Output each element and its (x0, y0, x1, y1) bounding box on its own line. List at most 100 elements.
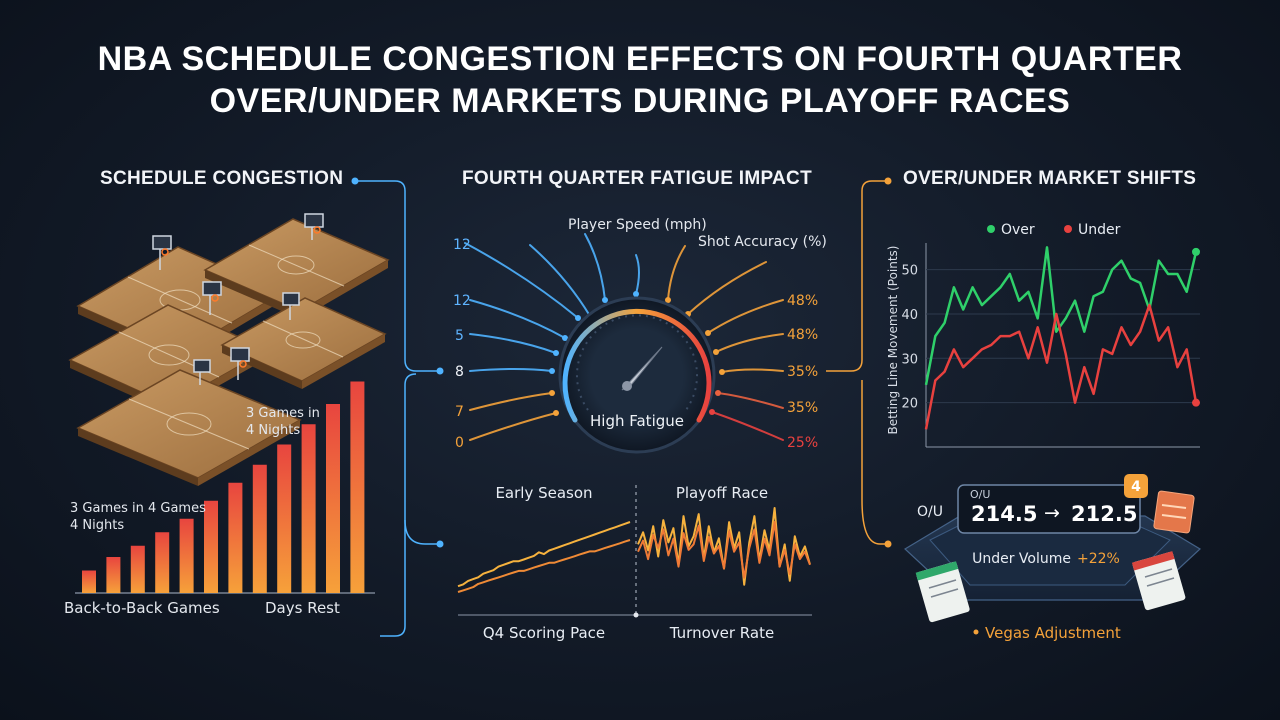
pace-panel: Early Season Playoff Race Q4 Scoring Pac… (457, 484, 812, 642)
ou-line-to: 212.5 (1071, 502, 1137, 526)
gauge-ring (562, 308, 712, 423)
gauge-left-value: 12 (453, 293, 471, 309)
line-chart-y-label: Betting Line Movement (Points) (886, 245, 900, 434)
connector-dot (351, 177, 359, 185)
gauge-spoke-dot (549, 368, 555, 374)
court-tile (76, 369, 302, 486)
pace-line (457, 521, 631, 588)
gauge-spoke-dot (715, 390, 721, 396)
connector-right-bottom (861, 380, 888, 545)
label-q4-scoring-pace: Q4 Scoring Pace (483, 624, 605, 642)
gauge-spoke (469, 412, 557, 441)
vegas-adjustment-label: Vegas Adjustment (985, 624, 1121, 642)
pace-line (457, 539, 631, 593)
vegas-bullet (973, 629, 979, 635)
gauge-spoke (687, 261, 767, 315)
over-series-line (924, 246, 1198, 386)
bar (155, 532, 170, 593)
legend-over-dot (987, 225, 995, 233)
gauge-spoke (711, 411, 784, 441)
gauge-spoke (667, 245, 686, 301)
gauge-spoke-dot (602, 297, 608, 303)
under-series-endpoint (1192, 398, 1200, 407)
gauge-hub (622, 381, 632, 391)
bar (252, 464, 267, 593)
connector-dot (884, 540, 892, 548)
label-playoff-race: Playoff Race (676, 484, 768, 502)
shot-accuracy-label: Shot Accuracy (%) (698, 234, 827, 250)
bar (106, 557, 121, 593)
gauge-spoke (469, 333, 557, 354)
title-line-2: OVER/UNDER MARKETS DURING PLAYOFF RACES (209, 82, 1071, 120)
page-title: NBA SCHEDULE CONGESTION EFFECTS ON FOURT… (0, 38, 1280, 122)
ou-display (957, 484, 1141, 534)
legend-under-label: Under (1078, 222, 1121, 238)
gauge-spoke (584, 233, 606, 301)
gauge-spoke-dot (549, 390, 555, 396)
gauge-spoke-dot (633, 291, 639, 297)
label-turnover-rate: Turnover Rate (669, 624, 774, 642)
section-head-schedule: SCHEDULE CONGESTION (100, 168, 344, 189)
gauge-left-value: 8 (455, 364, 464, 380)
ou-line-from: 214.5 (971, 502, 1037, 526)
bar (130, 545, 145, 593)
connector-right-top (826, 180, 888, 372)
bar (326, 404, 340, 593)
basketball-courts-illustration (68, 213, 390, 486)
under-volume-label: Under Volume +22% (972, 551, 1120, 567)
gauge-right-value: 48% (787, 327, 818, 343)
alert-badge-icon: 4 (1131, 479, 1141, 495)
under-series-line (924, 303, 1198, 430)
gauge-spoke-dot (665, 297, 671, 303)
gauge-spoke-dot (553, 410, 559, 416)
bars-label: 3 Games in 4 Games 4 Nights (70, 501, 206, 533)
bar (82, 570, 96, 593)
gauge-label: High Fatigue (590, 412, 684, 430)
gauge-spoke (529, 244, 591, 317)
gauge-spoke (721, 368, 784, 373)
x-label-days-rest: Days Rest (265, 599, 340, 617)
congestion-bar-chart (75, 381, 375, 594)
gauge-spoke-dot (553, 350, 559, 356)
connector-dot (884, 177, 892, 185)
line-chart-legend: Over Under (987, 222, 1121, 238)
gauge-spoke (469, 368, 553, 372)
gauge-right-value: 48% (787, 293, 818, 309)
connector-dot (436, 540, 444, 548)
gauge-spoke-dot (562, 335, 568, 341)
label-early-season: Early Season (495, 484, 592, 502)
ticket-icon (915, 561, 970, 623)
over-series-endpoint (1192, 247, 1200, 256)
gauge-spoke-dot (705, 330, 711, 336)
gauge-spoke (715, 333, 784, 353)
pace-divider-dot (633, 612, 639, 618)
player-speed-label: Player Speed (mph) (568, 217, 707, 233)
legend-over-label: Over (1001, 222, 1035, 238)
bar (179, 518, 194, 593)
gauge-right-value: 35% (787, 364, 818, 380)
y-tick-label: 30 (901, 352, 918, 367)
gauge-left-value: 0 (455, 435, 464, 451)
gauge-left-value: 7 (455, 404, 464, 420)
title-line-1: NBA SCHEDULE CONGESTION EFFECTS ON FOURT… (97, 40, 1183, 78)
connector-dot (436, 367, 444, 375)
gauge-spoke-dot (709, 409, 715, 415)
alert-badge (1124, 474, 1148, 498)
gauge-spoke-dot (713, 349, 719, 355)
gauge-right-value: 25% (787, 435, 818, 451)
ou-small-label: O/U (970, 488, 990, 501)
section-head-fatigue: FOURTH QUARTER FATIGUE IMPACT (462, 168, 812, 189)
gauge-spoke (464, 242, 579, 319)
connector-left-top (355, 180, 440, 372)
gauge-spoke (469, 299, 566, 339)
bar (301, 424, 316, 593)
gauge-left-values: 12 12 5 8 7 0 (453, 237, 471, 451)
bar (204, 500, 218, 593)
pace-lines (457, 507, 811, 593)
gauge-right-values: 48% 48% 35% 35% 25% (787, 293, 818, 451)
turnover-line (637, 507, 811, 586)
gauge-spoke (717, 392, 784, 409)
bar (277, 444, 292, 593)
y-tick-label: 20 (901, 397, 918, 412)
